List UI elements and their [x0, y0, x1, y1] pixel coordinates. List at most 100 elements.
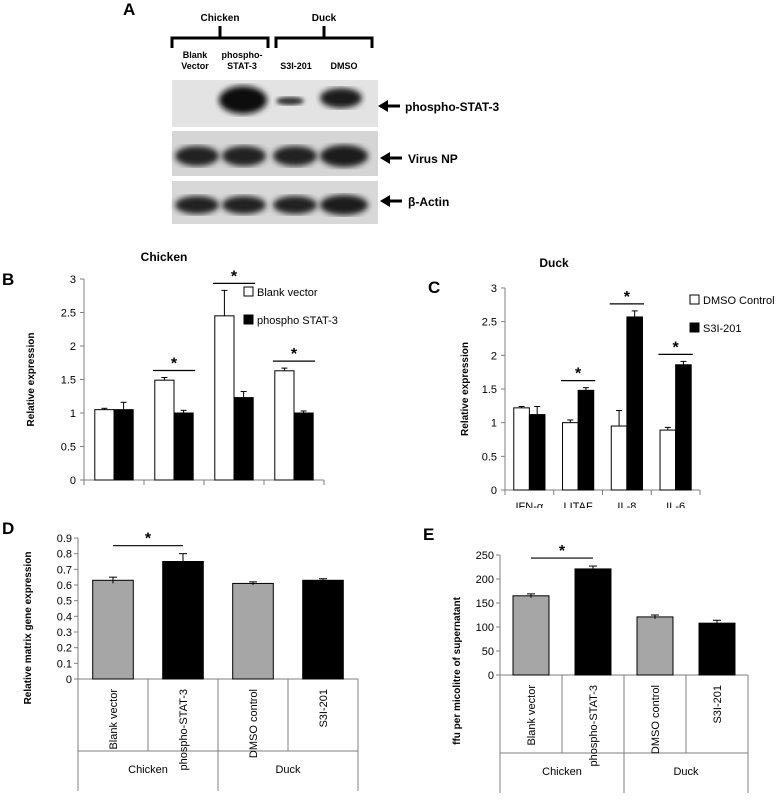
panel-letter-c: C [428, 278, 441, 297]
chart-d-matrix: 0 0.1 0.2 0.3 0.4 0.5 0.6 0.7 0.8 0.9 Relative mat… [23, 531, 359, 791]
y-axis-label: Relative expression [26, 333, 37, 427]
y-tick-label: 0 [491, 485, 497, 497]
blot-strip-virus-np [172, 131, 378, 176]
duck-bracket [274, 26, 374, 48]
y-tick-label: 150 [476, 598, 494, 610]
bar [574, 568, 612, 676]
bar [302, 579, 344, 680]
bar [113, 409, 134, 481]
x-tick-label: Blank vector [526, 685, 538, 746]
panel-letter-e: E [423, 525, 435, 544]
legend-label: S3I-201 [703, 323, 742, 335]
arrow-icon [378, 100, 400, 112]
y-tick-label: 3 [70, 274, 76, 286]
y-tick-label: 0.3 [57, 627, 72, 639]
y-axis-label: ffu per micolitre of supernatant [452, 596, 463, 744]
bar [92, 579, 134, 680]
legend-swatch [243, 314, 254, 325]
x-tick-label: IL-6 [666, 501, 685, 508]
x-tick-label: phospho-STAT-3 [178, 689, 190, 771]
y-tick-label: 0.5 [57, 596, 72, 608]
bar [610, 425, 628, 491]
x-tick-label: IL-8 [617, 501, 636, 508]
bar [577, 389, 595, 491]
blot-strip-beta-actin [172, 181, 378, 224]
x-tick-label: LITAF [564, 501, 593, 508]
y-tick-label: 0.4 [57, 611, 72, 623]
blot-strip-phospho-stat3 [172, 80, 378, 127]
bar [173, 412, 194, 481]
legend-swatch [243, 286, 254, 297]
lane-label-3: S3I-201 [280, 61, 312, 71]
x-tick-label: Blank vector [108, 689, 120, 750]
lane-label-2-line2: STAT-3 [227, 61, 257, 71]
y-tick-label: 1 [70, 408, 76, 420]
x-tick-label: S3I-201 [318, 689, 330, 728]
bar [698, 622, 736, 676]
bar [274, 370, 295, 481]
chart-e-ffu: 0 50 100 150 200 250 ffu per micolitre of supe… [452, 543, 749, 793]
lane-label-1-line2: Vector [181, 61, 209, 71]
group-label: Chicken [128, 764, 168, 776]
bar [626, 316, 643, 491]
y-tick-label: 0 [66, 674, 72, 686]
bar [512, 595, 550, 676]
group-label-duck: Duck [312, 13, 337, 24]
y-tick-label: 2 [491, 350, 497, 362]
chart-title: Chicken [141, 250, 188, 264]
y-tick-label: 3 [491, 283, 497, 295]
bar [636, 616, 674, 676]
legend-label: DMSO Control [703, 295, 775, 307]
bar [675, 364, 692, 491]
y-tick-label: 1.5 [61, 375, 76, 387]
y-tick-label: 0.2 [57, 643, 72, 655]
group-label: Chicken [542, 766, 582, 778]
x-tick-label: S3I-201 [712, 685, 724, 724]
bar [94, 409, 115, 481]
legend-swatch [689, 322, 700, 333]
y-tick-label: 0.8 [57, 549, 72, 561]
y-axis-label: Relative matrix gene expression [23, 552, 34, 705]
bar [528, 414, 546, 491]
x-tick-label: DMSO control [248, 689, 260, 758]
lane-label-1-line1: Blank [183, 50, 209, 60]
significance-marker: * [171, 355, 178, 372]
bar [659, 429, 677, 491]
y-tick-label: 0.1 [57, 658, 72, 670]
y-tick-label: 250 [476, 550, 494, 562]
y-tick-label: 0.5 [61, 442, 76, 454]
significance-marker: * [559, 543, 566, 560]
bar [214, 315, 235, 481]
y-tick-label: 0 [70, 475, 76, 487]
y-tick-label: 2.5 [61, 308, 76, 320]
chart-title: Duck [539, 258, 569, 270]
y-tick-label: 0 [488, 670, 494, 682]
legend-label: phospho STAT-3 [257, 315, 338, 327]
panel-letter-a: A [123, 0, 136, 19]
bar [293, 412, 314, 481]
band-label-phospho-stat3: phospho-STAT-3 [405, 100, 500, 114]
significance-marker: * [291, 346, 298, 363]
lane-label-4: DMSO [331, 61, 358, 71]
y-tick-label: 200 [476, 574, 494, 586]
x-tick-label: IFN-α [516, 501, 544, 508]
significance-marker: * [231, 268, 238, 285]
western-blot-panel: Chicken Duck Blank Vector phospho- STAT-… [170, 13, 500, 224]
bar [233, 397, 254, 481]
group-label-chicken: Chicken [201, 13, 240, 24]
bar [232, 582, 274, 680]
significance-marker: * [624, 289, 631, 306]
group-label: Duck [275, 764, 301, 776]
legend-swatch [689, 294, 700, 305]
y-tick-label: 0.7 [57, 564, 72, 576]
chicken-bracket [170, 26, 270, 48]
y-tick-label: 1 [491, 418, 497, 430]
x-tick-label: DMSO control [650, 685, 662, 754]
x-tick-label: phospho-STAT-3 [588, 685, 600, 767]
significance-marker: * [575, 366, 582, 383]
y-axis-label: Relative expression [460, 342, 471, 436]
bar [154, 379, 175, 481]
band-label-virus-np: Virus NP [408, 152, 458, 166]
bar [562, 422, 579, 491]
